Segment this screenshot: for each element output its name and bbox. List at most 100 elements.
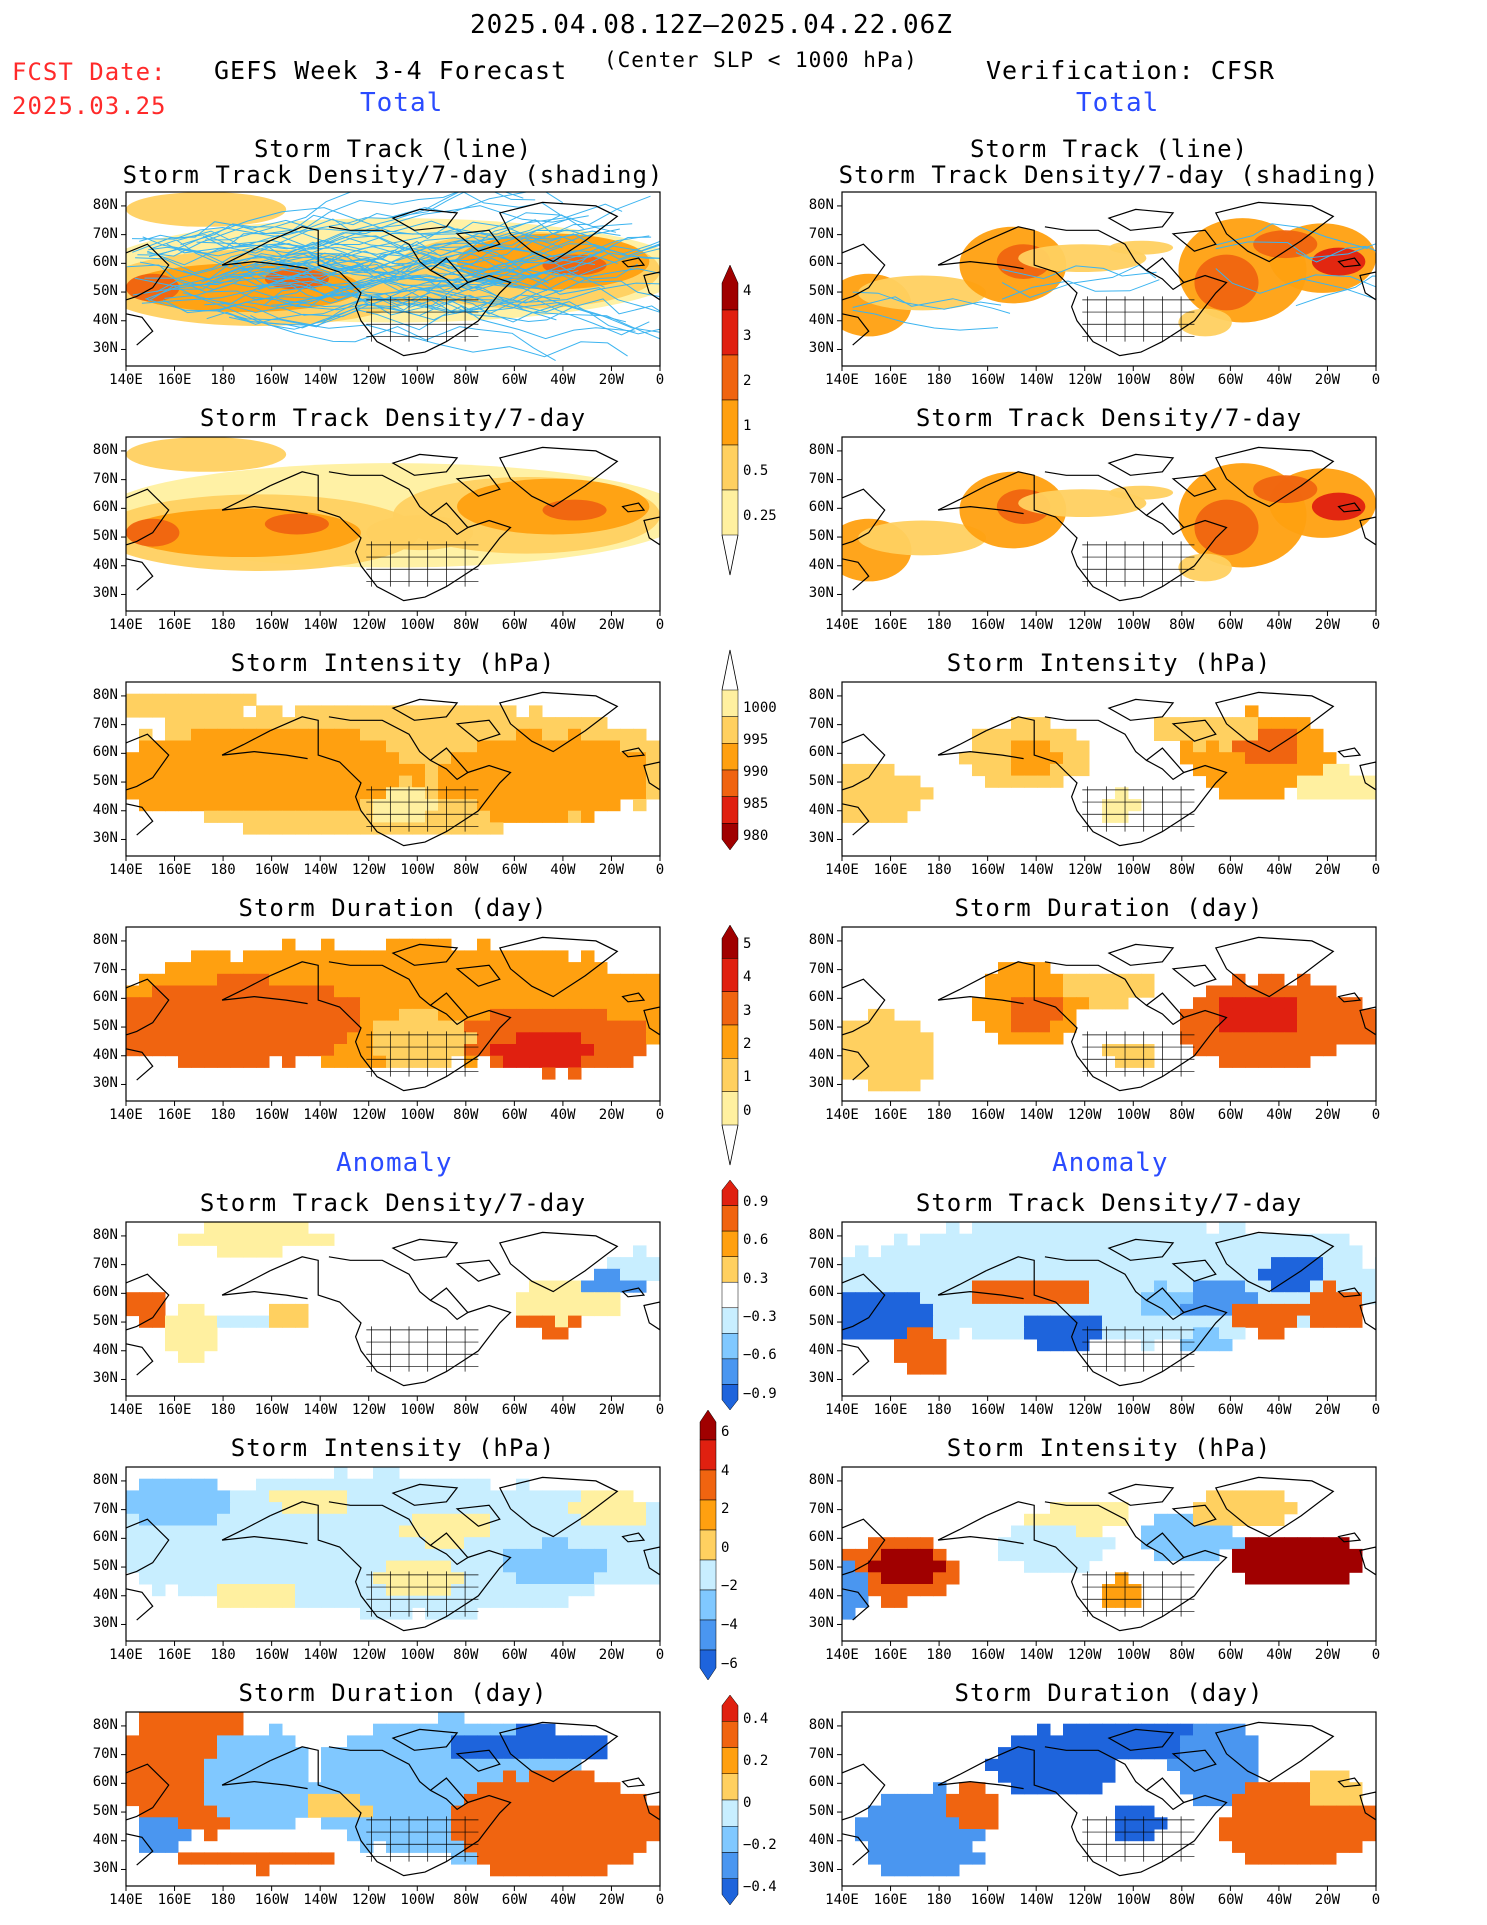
lon-label: 120W (1067, 372, 1102, 388)
storm-track-line (1001, 264, 1157, 299)
lat-label: 60N (808, 254, 834, 271)
lon-label: 160E (157, 617, 192, 633)
storm-track-line (147, 192, 528, 257)
lat-label: 30N (92, 1075, 118, 1092)
map-shading-R3 (842, 691, 1376, 847)
storm-track-line (139, 234, 557, 321)
storm-track-line (131, 192, 524, 240)
lat-label: 50N (808, 1018, 834, 1035)
colorbar-label: 0.3 (743, 1270, 769, 1287)
lon-label: 80W (1169, 617, 1195, 633)
colorbar-label: 3 (743, 328, 752, 344)
lon-label: 140W (303, 372, 338, 388)
lon-label: 0 (1371, 617, 1381, 633)
panel-title-R1: Storm Track (line) (969, 135, 1249, 163)
criterion-title: (Center SLP < 1000 hPa) (604, 48, 918, 72)
lon-label: 40W (550, 1892, 576, 1908)
lat-label: 50N (92, 1803, 118, 1820)
colorbar-label: 995 (743, 732, 769, 749)
lon-label: 140E (825, 1107, 859, 1123)
lon-label: 160W (254, 1892, 289, 1908)
panel-title-R7: Storm Duration (day) (954, 1679, 1264, 1707)
lon-label: 0 (655, 372, 665, 388)
colorbar-label: 0.6 (743, 1232, 769, 1249)
map-shading-L4 (126, 936, 660, 1092)
lat-label: 70N (92, 1500, 118, 1517)
lon-label: 100W (1116, 1107, 1151, 1123)
lon-label: 140W (303, 1107, 338, 1123)
map-shading-L3 (126, 691, 660, 847)
lat-label: 30N (808, 1075, 834, 1092)
lon-label: 180 (926, 372, 952, 388)
storm-track-line (252, 296, 650, 336)
lon-label: 20W (598, 1647, 625, 1663)
lon-label: 60W (501, 1647, 527, 1663)
storm-track-line (247, 236, 652, 292)
lat-label: 30N (808, 830, 834, 847)
lon-label: 100W (1116, 862, 1151, 878)
storm-track-line (148, 205, 589, 255)
lon-label: 160W (254, 1647, 289, 1663)
lat-label: 50N (808, 1558, 834, 1575)
storm-track-line (280, 292, 660, 323)
lon-label: 160E (873, 372, 908, 388)
lon-label: 80W (1169, 1647, 1195, 1663)
storm-track-line (132, 269, 547, 306)
lat-label: 40N (92, 1586, 118, 1603)
lon-label: 160E (873, 617, 908, 633)
storm-track-line (132, 192, 536, 253)
lat-label: 50N (92, 773, 118, 790)
lon-label: 120W (1067, 1402, 1102, 1418)
lon-label: 60W (1217, 1647, 1243, 1663)
storm-track-line (852, 296, 1011, 314)
panel-title-L2: Storm Track Density/7-day (199, 404, 587, 432)
colorbar-label: 2 (721, 1501, 730, 1518)
lat-label: 30N (92, 1860, 118, 1877)
lon-label: 60W (501, 1892, 527, 1908)
lon-label: 100W (400, 617, 435, 633)
panel-title-L3: Storm Intensity (hPa) (230, 649, 556, 677)
map-shading-L2 (126, 437, 660, 602)
lat-label: 60N (808, 1774, 834, 1791)
lon-label: 180 (210, 1402, 236, 1418)
storm-track-line (145, 294, 564, 328)
lon-label: 140E (825, 617, 859, 633)
lon-label: 40W (1266, 1647, 1292, 1663)
storm-track-line (1215, 223, 1368, 250)
lon-label: 40W (550, 372, 576, 388)
lon-label: 60W (1217, 1402, 1243, 1418)
map-shading-L6 (126, 1467, 660, 1632)
colorbar-label: 980 (743, 828, 769, 845)
lat-label: 30N (808, 340, 834, 357)
lat-label: 30N (92, 830, 118, 847)
lon-label: 160W (254, 862, 289, 878)
lat-label: 30N (92, 340, 118, 357)
storm-track-line (852, 309, 999, 331)
storm-track-line (182, 292, 627, 331)
storm-track-line (247, 254, 638, 289)
map-shading-L7 (126, 1712, 660, 1877)
lon-label: 80W (453, 1892, 479, 1908)
storm-track-line (142, 236, 569, 286)
lat-label: 40N (92, 1341, 118, 1358)
storm-track-line (172, 241, 550, 290)
lon-label: 0 (1371, 1107, 1381, 1123)
lon-label: 140E (109, 1892, 143, 1908)
left-anomaly-label: Anomaly (336, 1148, 453, 1178)
panel-title-R4: Storm Duration (day) (954, 894, 1264, 922)
lon-label: 100W (1116, 1647, 1151, 1663)
lat-label: 60N (808, 499, 834, 516)
lon-label: 140W (1019, 372, 1054, 388)
storm-track-line (135, 242, 505, 274)
lat-label: 70N (92, 225, 118, 242)
panel-title-L4: Storm Duration (day) (238, 894, 548, 922)
lat-label: 40N (92, 1831, 118, 1848)
storm-track-line (182, 232, 605, 288)
lat-label: 40N (808, 801, 834, 818)
lon-label: 120W (1067, 1892, 1102, 1908)
lon-label: 120W (351, 617, 386, 633)
lat-label: 50N (808, 283, 834, 300)
storm-track-line (140, 261, 547, 301)
storm-track-line (137, 207, 575, 256)
lon-label: 120W (1067, 1107, 1102, 1123)
